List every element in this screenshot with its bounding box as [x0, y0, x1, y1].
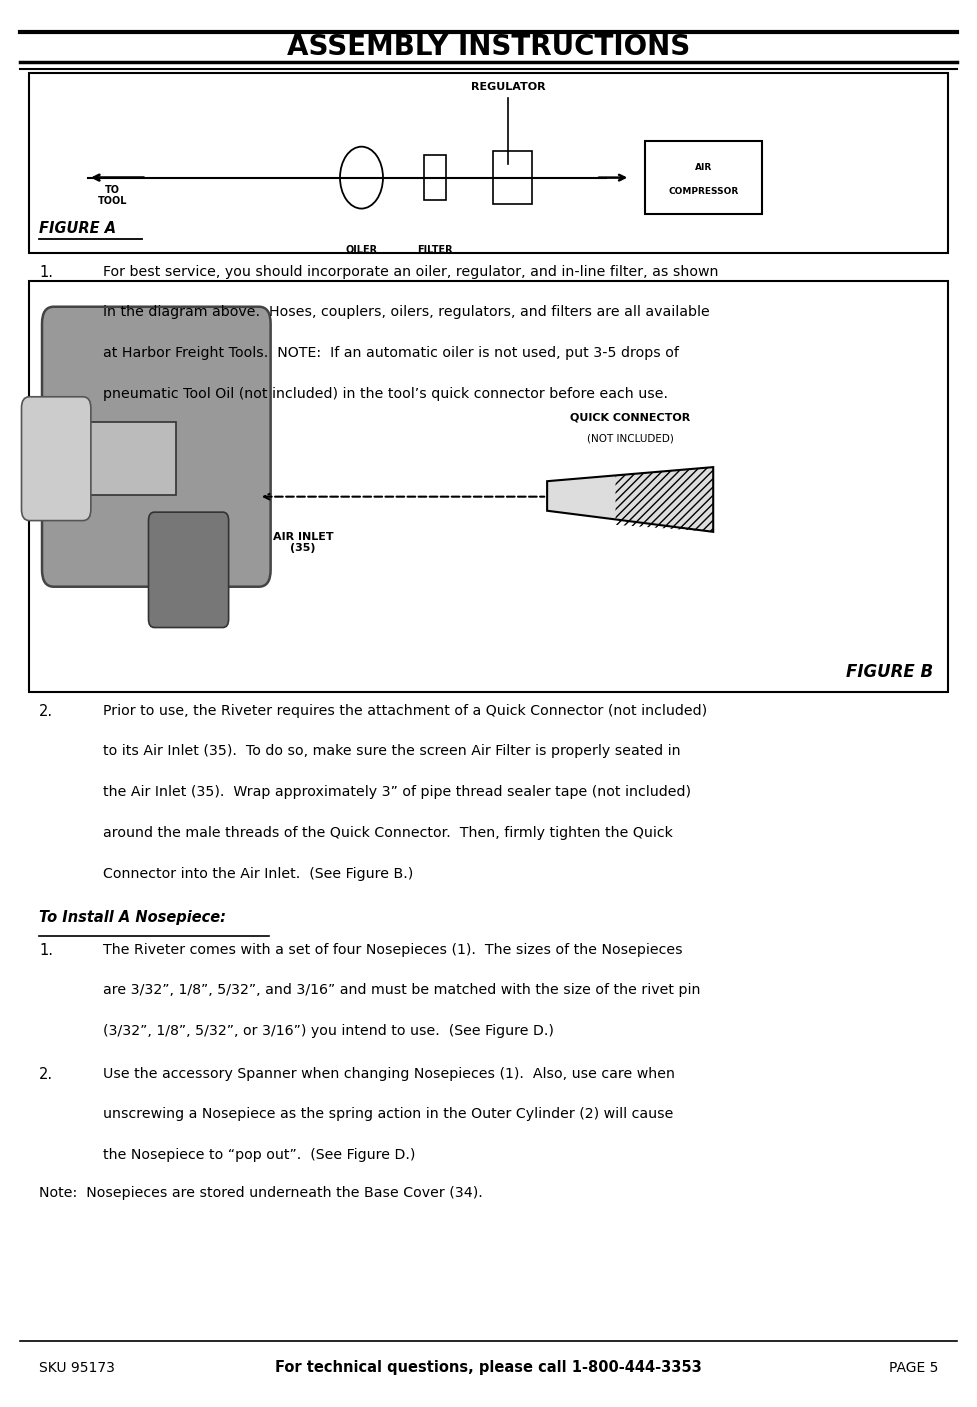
- Bar: [29, 73, 948, 253]
- Text: around the male threads of the Quick Connector.  Then, firmly tighten the Quick: around the male threads of the Quick Con…: [103, 826, 672, 840]
- Text: COMPRESSOR: COMPRESSOR: [668, 187, 739, 196]
- Text: (NOT INCLUDED): (NOT INCLUDED): [587, 433, 673, 443]
- Text: Use the accessory Spanner when changing Nosepieces (1).  Also, use care when: Use the accessory Spanner when changing …: [103, 1067, 674, 1081]
- Text: QUICK CONNECTOR: QUICK CONNECTOR: [570, 412, 691, 422]
- Text: the Nosepiece to “pop out”.  (See Figure D.): the Nosepiece to “pop out”. (See Figure …: [103, 1148, 415, 1162]
- Text: 1.: 1.: [39, 943, 53, 958]
- Text: FILTER: FILTER: [417, 245, 452, 255]
- Text: 2.: 2.: [39, 1067, 53, 1082]
- Bar: [645, 141, 762, 214]
- Text: FIGURE B: FIGURE B: [846, 663, 933, 681]
- Text: 1.: 1.: [39, 265, 53, 280]
- Text: The Riveter comes with a set of four Nosepieces (1).  The sizes of the Nosepiece: The Riveter comes with a set of four Nos…: [103, 943, 682, 957]
- Text: For technical questions, please call 1-800-444-3353: For technical questions, please call 1-8…: [276, 1361, 701, 1375]
- FancyBboxPatch shape: [21, 397, 91, 521]
- Bar: [424, 155, 446, 200]
- Bar: [493, 151, 532, 204]
- Text: to its Air Inlet (35).  To do so, make sure the screen Air Filter is properly se: to its Air Inlet (35). To do so, make su…: [103, 744, 680, 758]
- Text: AIR INLET
(35): AIR INLET (35): [273, 532, 333, 553]
- Text: 2.: 2.: [39, 704, 53, 719]
- Text: Note:  Nosepieces are stored underneath the Base Cover (34).: Note: Nosepieces are stored underneath t…: [39, 1186, 483, 1200]
- Text: FIGURE A: FIGURE A: [39, 221, 116, 236]
- Text: SKU 95173: SKU 95173: [39, 1361, 115, 1375]
- Text: To Install A Nosepiece:: To Install A Nosepiece:: [39, 910, 226, 926]
- Bar: [29, 281, 948, 692]
- Text: pneumatic Tool Oil (not included) in the tool’s quick connector before each use.: pneumatic Tool Oil (not included) in the…: [103, 387, 667, 401]
- Text: the Air Inlet (35).  Wrap approximately 3” of pipe thread sealer tape (not inclu: the Air Inlet (35). Wrap approximately 3…: [103, 785, 691, 799]
- Text: at Harbor Freight Tools.  NOTE:  If an automatic oiler is not used, put 3-5 drop: at Harbor Freight Tools. NOTE: If an aut…: [103, 346, 678, 360]
- Text: Connector into the Air Inlet.  (See Figure B.): Connector into the Air Inlet. (See Figur…: [103, 867, 413, 881]
- Text: Prior to use, the Riveter requires the attachment of a Quick Connector (not incl: Prior to use, the Riveter requires the a…: [103, 704, 706, 718]
- Polygon shape: [547, 467, 713, 532]
- Text: in the diagram above.  Hoses, couplers, oilers, regulators, and filters are all : in the diagram above. Hoses, couplers, o…: [103, 305, 709, 319]
- Text: AIR: AIR: [695, 163, 712, 172]
- Text: REGULATOR: REGULATOR: [471, 82, 545, 91]
- Text: TO
TOOL: TO TOOL: [98, 184, 127, 207]
- Text: are 3/32”, 1/8”, 5/32”, and 3/16” and must be matched with the size of the rivet: are 3/32”, 1/8”, 5/32”, and 3/16” and mu…: [103, 983, 701, 998]
- FancyBboxPatch shape: [149, 512, 229, 628]
- Text: (3/32”, 1/8”, 5/32”, or 3/16”) you intend to use.  (See Figure D.): (3/32”, 1/8”, 5/32”, or 3/16”) you inten…: [103, 1024, 553, 1038]
- Text: unscrewing a Nosepiece as the spring action in the Outer Cylinder (2) will cause: unscrewing a Nosepiece as the spring act…: [103, 1107, 673, 1121]
- Text: PAGE 5: PAGE 5: [888, 1361, 938, 1375]
- Text: For best service, you should incorporate an oiler, regulator, and in-line filter: For best service, you should incorporate…: [103, 265, 718, 279]
- Bar: [49, 422, 176, 495]
- Text: ASSEMBLY INSTRUCTIONS: ASSEMBLY INSTRUCTIONS: [287, 34, 690, 61]
- FancyBboxPatch shape: [42, 307, 271, 587]
- Text: OILER: OILER: [346, 245, 377, 255]
